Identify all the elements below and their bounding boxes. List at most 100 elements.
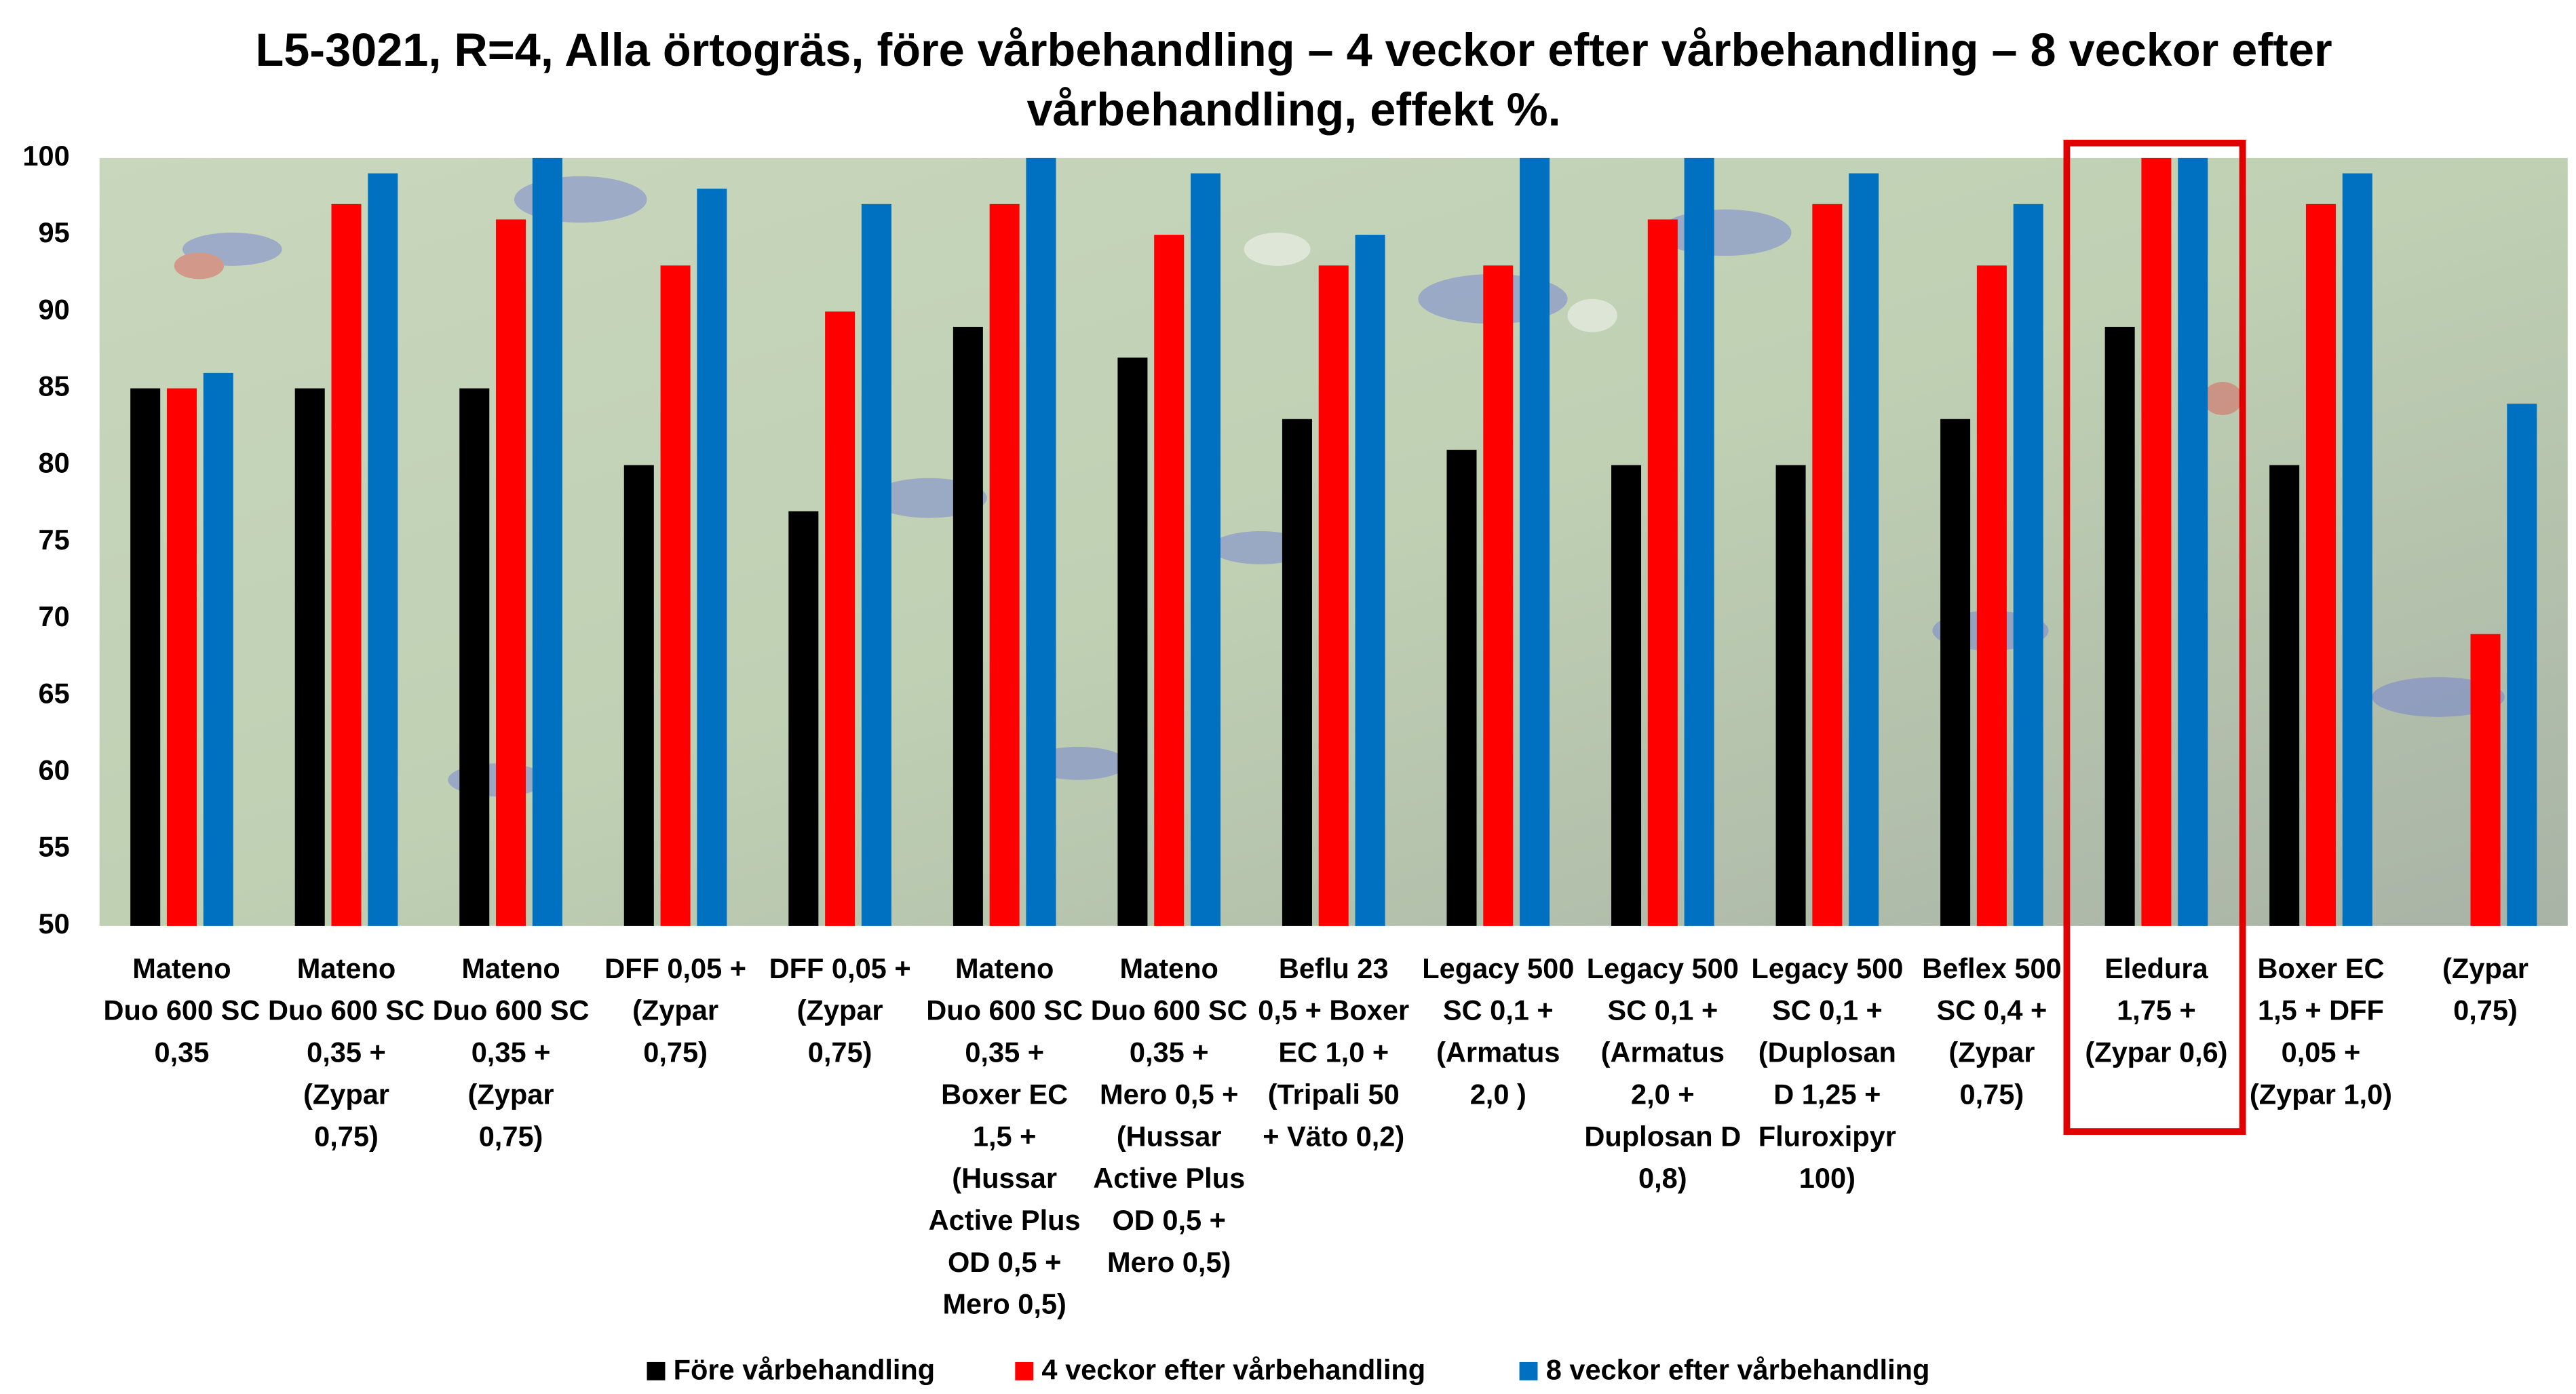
bar — [1446, 450, 1477, 926]
x-tick-label: (Hussar — [1117, 1120, 1222, 1152]
x-tick-label: 2,0 + — [1631, 1078, 1695, 1110]
bar — [2470, 634, 2501, 926]
x-tick-label: OD 0,5 + — [948, 1246, 1061, 1278]
x-tick-label: EC 1,0 + — [1278, 1037, 1389, 1068]
x-tick-label: 0,35 + — [472, 1037, 551, 1068]
bar — [130, 388, 161, 926]
y-tick-label: 55 — [38, 831, 69, 863]
bar — [166, 388, 197, 926]
legend-swatch — [647, 1361, 666, 1380]
x-tick-label: (Armatus — [1601, 1037, 1725, 1068]
bar — [697, 189, 727, 926]
bar — [1117, 357, 1148, 926]
y-tick-label: 65 — [38, 677, 69, 709]
x-tick-label: Mero 0,5) — [1107, 1246, 1231, 1278]
bar — [660, 265, 691, 926]
x-tick-label: 0,35 + — [307, 1037, 386, 1068]
y-tick-label: 50 — [38, 908, 69, 940]
bar — [861, 204, 891, 926]
x-tick-label: 1,75 + — [2117, 994, 2196, 1026]
x-tick-label: Beflu 23 — [1279, 952, 1389, 984]
bar — [203, 372, 233, 926]
bar — [1812, 204, 1843, 926]
x-tick-label: OD 0,5 + — [1112, 1204, 1225, 1236]
bar — [2141, 157, 2172, 926]
x-tick-label: Active Plus — [1093, 1162, 1245, 1194]
x-tick-label: SC 0,1 + — [1607, 994, 1718, 1026]
x-tick-label: 1,5 + — [973, 1120, 1037, 1152]
chart-title: vårbehandling, effekt %. — [1026, 83, 1560, 136]
x-tick-label: Duo 600 SC — [104, 994, 261, 1026]
x-tick-label: Mateno — [297, 952, 396, 984]
y-tick-label: 95 — [38, 216, 69, 248]
y-tick-label: 90 — [38, 293, 69, 325]
x-tick-label: Legacy 500 — [1751, 952, 1903, 984]
y-tick-label: 100 — [22, 140, 69, 172]
legend-label: 8 veckor efter vårbehandling — [1546, 1354, 1930, 1386]
x-tick-label: D 1,25 + — [1773, 1078, 1881, 1110]
x-tick-label: Mateno — [955, 952, 1054, 984]
x-tick-label: Duo 600 SC — [926, 994, 1083, 1026]
x-tick-label: (Zypar — [2442, 952, 2529, 984]
bar — [2507, 404, 2537, 926]
y-tick-label: 75 — [38, 524, 69, 556]
bar — [331, 204, 362, 926]
bar — [496, 219, 526, 926]
bar — [2269, 465, 2300, 926]
x-tick-label: Beflex 500 — [1922, 952, 2062, 984]
x-tick-label: 0,75) — [1960, 1078, 2024, 1110]
y-tick-label: 80 — [38, 447, 69, 479]
bar — [2104, 326, 2135, 926]
bar — [1282, 419, 1312, 926]
bar — [294, 388, 325, 926]
bar — [1647, 219, 1678, 926]
bar — [459, 388, 490, 926]
x-tick-label: 0,75) — [314, 1120, 379, 1152]
x-tick-label: Fluroxipyr — [1758, 1120, 1896, 1152]
x-tick-label: (Armatus — [1436, 1037, 1560, 1068]
x-tick-label: DFF 0,05 + — [769, 952, 911, 984]
x-tick-label: (Tripali 50 — [1268, 1078, 1400, 1110]
bar — [989, 204, 1020, 926]
x-tick-label: 0,05 + — [2282, 1037, 2361, 1068]
x-tick-label: 0,75) — [2453, 994, 2518, 1026]
x-tick-label: (Zypar 1,0) — [2250, 1078, 2392, 1110]
bar — [953, 326, 983, 926]
x-tick-label: Active Plus — [929, 1204, 1081, 1236]
x-tick-label: Mateno — [132, 952, 231, 984]
x-tick-label: Legacy 500 — [1587, 952, 1739, 984]
legend-label: Före vårbehandling — [674, 1354, 936, 1386]
x-tick-label: SC 0,4 + — [1936, 994, 2047, 1026]
x-tick-label: 0,35 + — [1130, 1037, 1209, 1068]
x-tick-label: Duo 600 SC — [1091, 994, 1248, 1026]
x-tick-label: (Zypar — [797, 994, 883, 1026]
x-tick-label: 0,75) — [643, 1037, 708, 1068]
y-tick-label: 85 — [38, 370, 69, 402]
bar — [2305, 204, 2336, 926]
x-tick-label: DFF 0,05 + — [604, 952, 746, 984]
bar — [1775, 465, 1806, 926]
highlight-box — [2063, 139, 2246, 1135]
x-tick-label: Mero 0,5 + — [1100, 1078, 1238, 1110]
x-tick-label: Boxer EC — [2257, 952, 2384, 984]
x-tick-label: (Duplosan — [1758, 1037, 1896, 1068]
bar — [1318, 265, 1349, 926]
x-tick-label: SC 0,1 + — [1772, 994, 1883, 1026]
y-tick-label: 60 — [38, 754, 69, 786]
legend-swatch — [1519, 1361, 1538, 1380]
x-tick-label: (Zypar — [303, 1078, 389, 1110]
x-tick-label: 0,75) — [808, 1037, 872, 1068]
x-tick-label: Mateno — [461, 952, 560, 984]
x-tick-label: (Zypar — [468, 1078, 554, 1110]
x-tick-label: 100) — [1799, 1162, 1856, 1194]
bar — [1520, 157, 1550, 926]
y-tick-label: 70 — [38, 600, 69, 632]
bar — [2178, 157, 2208, 926]
bar — [623, 465, 654, 926]
bar — [1483, 265, 1514, 926]
legend-swatch — [1015, 1361, 1034, 1380]
x-tick-label: + Väto 0,2) — [1263, 1120, 1404, 1152]
bar — [1154, 235, 1185, 926]
chart-title: L5-3021, R=4, Alla örtogräs, före vårbeh… — [255, 24, 2332, 76]
